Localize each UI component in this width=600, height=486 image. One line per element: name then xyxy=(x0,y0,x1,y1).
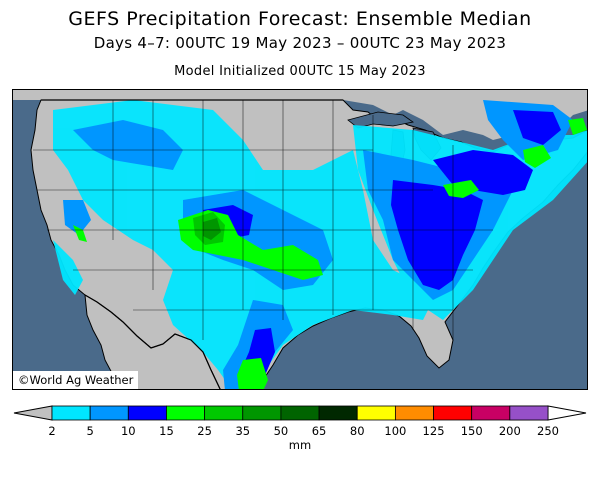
map-title: GEFS Precipitation Forecast: Ensemble Me… xyxy=(68,8,532,30)
legend-tick-label: 125 xyxy=(422,424,445,438)
legend-tick-label: 25 xyxy=(197,424,212,438)
map-credit: ©World Ag Weather xyxy=(13,371,139,389)
legend-tick-label: 65 xyxy=(311,424,327,438)
precip-heavy xyxy=(203,110,561,389)
legend-unit: mm xyxy=(288,438,312,452)
legend-above-range xyxy=(547,405,587,421)
legend-color-cell xyxy=(356,405,396,421)
legend-tick-label: 250 xyxy=(537,424,559,438)
state-borders xyxy=(33,100,493,340)
model-init-time: Model Initialized 00UTC 15 May 2023 xyxy=(174,64,426,79)
color-scale-bar xyxy=(13,405,587,421)
legend-tick-label: 2 xyxy=(48,424,56,438)
legend-color-cell xyxy=(242,405,282,421)
forecast-period: Days 4–7: 00UTC 19 May 2023 – 00UTC 23 M… xyxy=(93,34,507,52)
legend-color-cell xyxy=(166,405,206,421)
legend-tick-label: 100 xyxy=(384,424,407,438)
legend-color-cell xyxy=(471,405,511,421)
legend-color-cell xyxy=(127,405,167,421)
legend-color-cell xyxy=(280,405,320,421)
legend-tick-label: 200 xyxy=(498,424,521,438)
legend-tick-label: 5 xyxy=(86,424,94,438)
legend-tick-label: 150 xyxy=(460,424,483,438)
legend-color-cell xyxy=(394,405,434,421)
legend-color-cell xyxy=(433,405,473,421)
canada-land xyxy=(13,90,587,140)
country-borders xyxy=(41,99,343,389)
legend-tick-label: 50 xyxy=(273,424,289,438)
legend-color-cell xyxy=(318,405,358,421)
legend-tick-label: 80 xyxy=(349,424,365,438)
legend-color-cell xyxy=(509,405,549,421)
precipitation-map xyxy=(12,89,588,390)
precip-forest xyxy=(203,218,221,240)
legend-color-cell xyxy=(51,405,91,421)
legend-color-cell xyxy=(89,405,129,421)
legend-tick-label: 35 xyxy=(235,424,251,438)
legend-below-range xyxy=(13,405,53,421)
legend-tick-label: 10 xyxy=(120,424,136,438)
legend-color-cell xyxy=(204,405,244,421)
legend-tick-label: 15 xyxy=(159,424,174,438)
